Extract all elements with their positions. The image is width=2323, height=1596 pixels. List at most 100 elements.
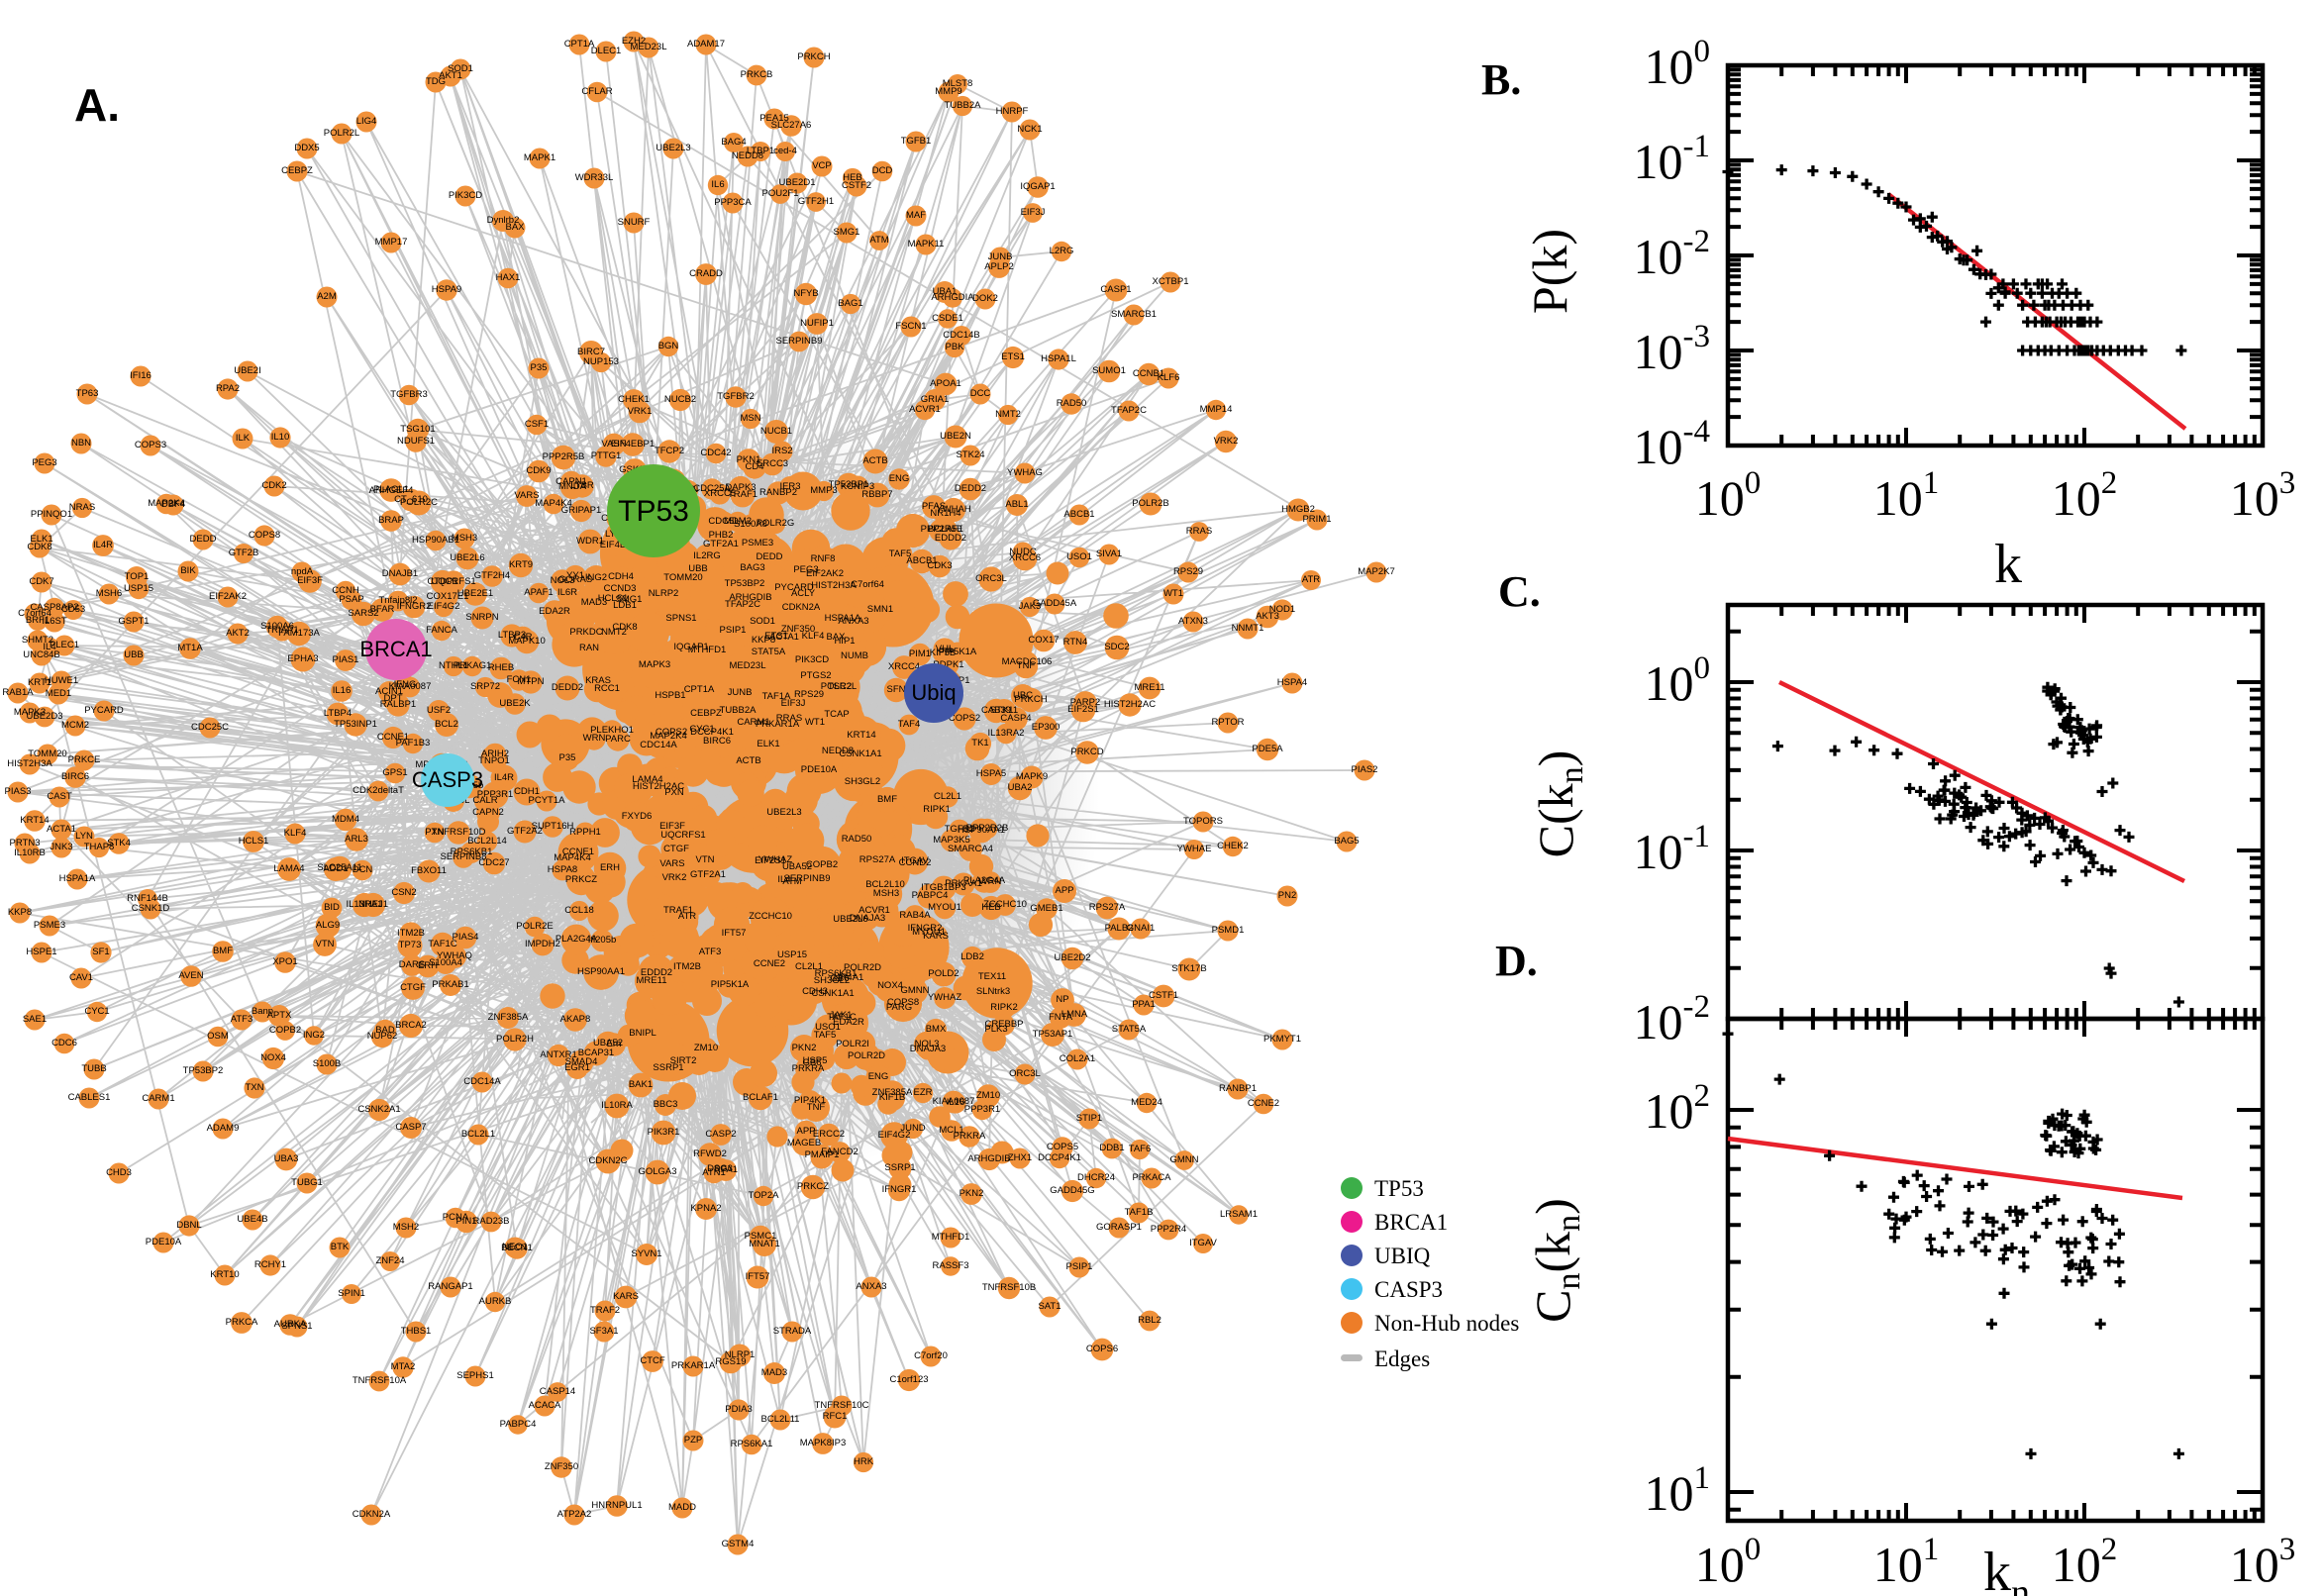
svg-text:CDC6: CDC6 (51, 1038, 77, 1048)
svg-text:TAF1C: TAF1C (428, 939, 457, 949)
svg-text:NEO1: NEO1 (502, 1242, 528, 1252)
svg-text:MTPN: MTPN (518, 676, 545, 687)
svg-text:P(k): P(k) (1522, 229, 1577, 314)
svg-text:TDG: TDG (426, 76, 446, 87)
svg-text:CCNH: CCNH (332, 585, 359, 596)
svg-text:BAG4: BAG4 (721, 137, 746, 148)
svg-text:TAF1C: TAF1C (827, 1012, 857, 1023)
svg-text:SARS2: SARS2 (348, 608, 378, 619)
svg-text:NHEJ1: NHEJ1 (358, 899, 388, 910)
svg-text:STRADA: STRADA (773, 1326, 812, 1337)
svg-text:RAN: RAN (579, 643, 599, 653)
svg-text:ARHGEF4: ARHGEF4 (369, 485, 414, 496)
svg-text:PRKCZ: PRKCZ (797, 1181, 829, 1192)
svg-text:IFNG: IFNG (394, 679, 417, 690)
svg-text:DLEC1: DLEC1 (591, 46, 622, 56)
svg-text:TP53: TP53 (1374, 1176, 1424, 1201)
svg-text:AURKA: AURKA (274, 1319, 307, 1330)
svg-text:kn: kn (1983, 1542, 2030, 1596)
svg-text:KIAA0087: KIAA0087 (389, 681, 432, 692)
svg-text:CDC25A: CDC25A (693, 483, 731, 494)
svg-text:Tnfaip8l2: Tnfaip8l2 (378, 595, 417, 606)
svg-text:TP73: TP73 (399, 940, 422, 950)
svg-text:PARC: PARC (605, 734, 631, 745)
svg-text:IL2RG: IL2RG (693, 550, 720, 561)
svg-text:TRAF2: TRAF2 (590, 1305, 620, 1316)
svg-text:MAPK8IP3: MAPK8IP3 (800, 1438, 846, 1448)
svg-text:KIF5B: KIF5B (930, 648, 956, 658)
svg-text:SAE1: SAE1 (23, 1014, 47, 1025)
svg-text:SMN1: SMN1 (867, 604, 893, 615)
svg-text:MNDA: MNDA (558, 481, 587, 492)
svg-text:IQGAP1: IQGAP1 (1020, 181, 1055, 192)
svg-text:LTBP3: LTBP3 (498, 630, 526, 641)
svg-text:UBIQ: UBIQ (1374, 1244, 1431, 1268)
svg-text:BBC3: BBC3 (654, 1099, 678, 1110)
svg-text:ADAM17: ADAM17 (687, 39, 725, 50)
svg-text:CEBPZ: CEBPZ (690, 708, 722, 719)
svg-text:CDK8: CDK8 (27, 542, 51, 552)
svg-text:SIVA1: SIVA1 (1096, 549, 1122, 559)
svg-text:PIAS3: PIAS3 (5, 786, 32, 797)
svg-text:BIK: BIK (180, 565, 196, 576)
svg-text:EIF3F: EIF3F (659, 821, 685, 832)
svg-text:CASP1: CASP1 (1100, 284, 1131, 295)
svg-text:Ifi205b: Ifi205b (588, 935, 617, 946)
svg-text:PRIM1: PRIM1 (1302, 514, 1331, 525)
svg-text:DPT: DPT (384, 693, 403, 704)
svg-text:10-1: 10-1 (1634, 129, 1711, 189)
svg-text:ILK: ILK (236, 433, 251, 444)
svg-text:NP: NP (1056, 994, 1068, 1005)
svg-text:CDKN2A: CDKN2A (353, 1509, 391, 1520)
svg-text:GMNN: GMNN (900, 985, 929, 996)
svg-text:ADAM9: ADAM9 (207, 1123, 240, 1134)
svg-text:AKT1: AKT1 (439, 70, 462, 81)
svg-text:MSH6: MSH6 (96, 588, 122, 599)
svg-text:SOD1: SOD1 (448, 63, 473, 74)
svg-text:HSPA1A: HSPA1A (59, 873, 96, 884)
svg-text:UBE2D3: UBE2D3 (27, 711, 63, 722)
svg-text:ARHGDIB: ARHGDIB (967, 1153, 1010, 1164)
svg-text:VRK2: VRK2 (1214, 436, 1239, 447)
svg-text:CDH3: CDH3 (802, 986, 828, 997)
svg-text:ERH: ERH (418, 960, 438, 971)
svg-text:SMAD4: SMAD4 (565, 1056, 598, 1067)
svg-text:ATR: ATR (678, 911, 696, 922)
svg-text:IFT57: IFT57 (746, 1271, 770, 1282)
svg-text:IL4: IL4 (777, 874, 790, 885)
svg-text:SNRPN: SNRPN (465, 612, 498, 623)
svg-text:RNF144B: RNF144B (127, 893, 168, 904)
svg-text:RPS29: RPS29 (794, 689, 824, 700)
svg-text:TNFRSF10C: TNFRSF10C (815, 1400, 869, 1411)
svg-text:GPS1: GPS1 (382, 767, 407, 778)
svg-text:LRSAM1: LRSAM1 (1220, 1209, 1258, 1220)
svg-text:TAF4: TAF4 (898, 719, 921, 730)
svg-text:DNAJB1: DNAJB1 (382, 568, 418, 579)
svg-text:PRKCE: PRKCE (68, 754, 101, 765)
svg-text:RPS29: RPS29 (1173, 566, 1203, 577)
svg-text:HSPA1A: HSPA1A (825, 613, 861, 624)
svg-text:DBNL: DBNL (176, 1220, 201, 1231)
svg-text:COPS2: COPS2 (949, 713, 980, 724)
svg-text:GB6: GB6 (802, 1057, 821, 1068)
svg-text:DNAJA3: DNAJA3 (910, 1044, 946, 1054)
svg-text:PEG3: PEG3 (32, 457, 56, 468)
svg-text:Cn(kn): Cn(kn) (1525, 1198, 1587, 1323)
svg-text:TP53: TP53 (618, 495, 689, 528)
svg-text:NUP153: NUP153 (583, 356, 619, 367)
svg-text:UBA3: UBA3 (274, 1153, 299, 1164)
svg-text:SUPT16H: SUPT16H (532, 821, 574, 832)
svg-text:PLAGL1: PLAGL1 (373, 484, 409, 495)
svg-text:CD4: CD4 (745, 461, 763, 472)
svg-text:10-2: 10-2 (1634, 989, 1711, 1049)
svg-text:SERPINB9: SERPINB9 (784, 873, 831, 884)
svg-text:CCNE2: CCNE2 (1248, 1098, 1279, 1109)
svg-text:PMAIP1: PMAIP1 (805, 1149, 840, 1160)
svg-text:UBB: UBB (688, 563, 708, 574)
svg-text:CAV1: CAV1 (69, 972, 93, 983)
svg-text:BRCA2: BRCA2 (395, 1020, 427, 1031)
svg-text:CDK3: CDK3 (927, 560, 952, 571)
svg-text:GTF2A2: GTF2A2 (507, 826, 543, 837)
svg-text:MLST8: MLST8 (943, 78, 973, 89)
svg-text:GSPT1: GSPT1 (118, 616, 149, 627)
